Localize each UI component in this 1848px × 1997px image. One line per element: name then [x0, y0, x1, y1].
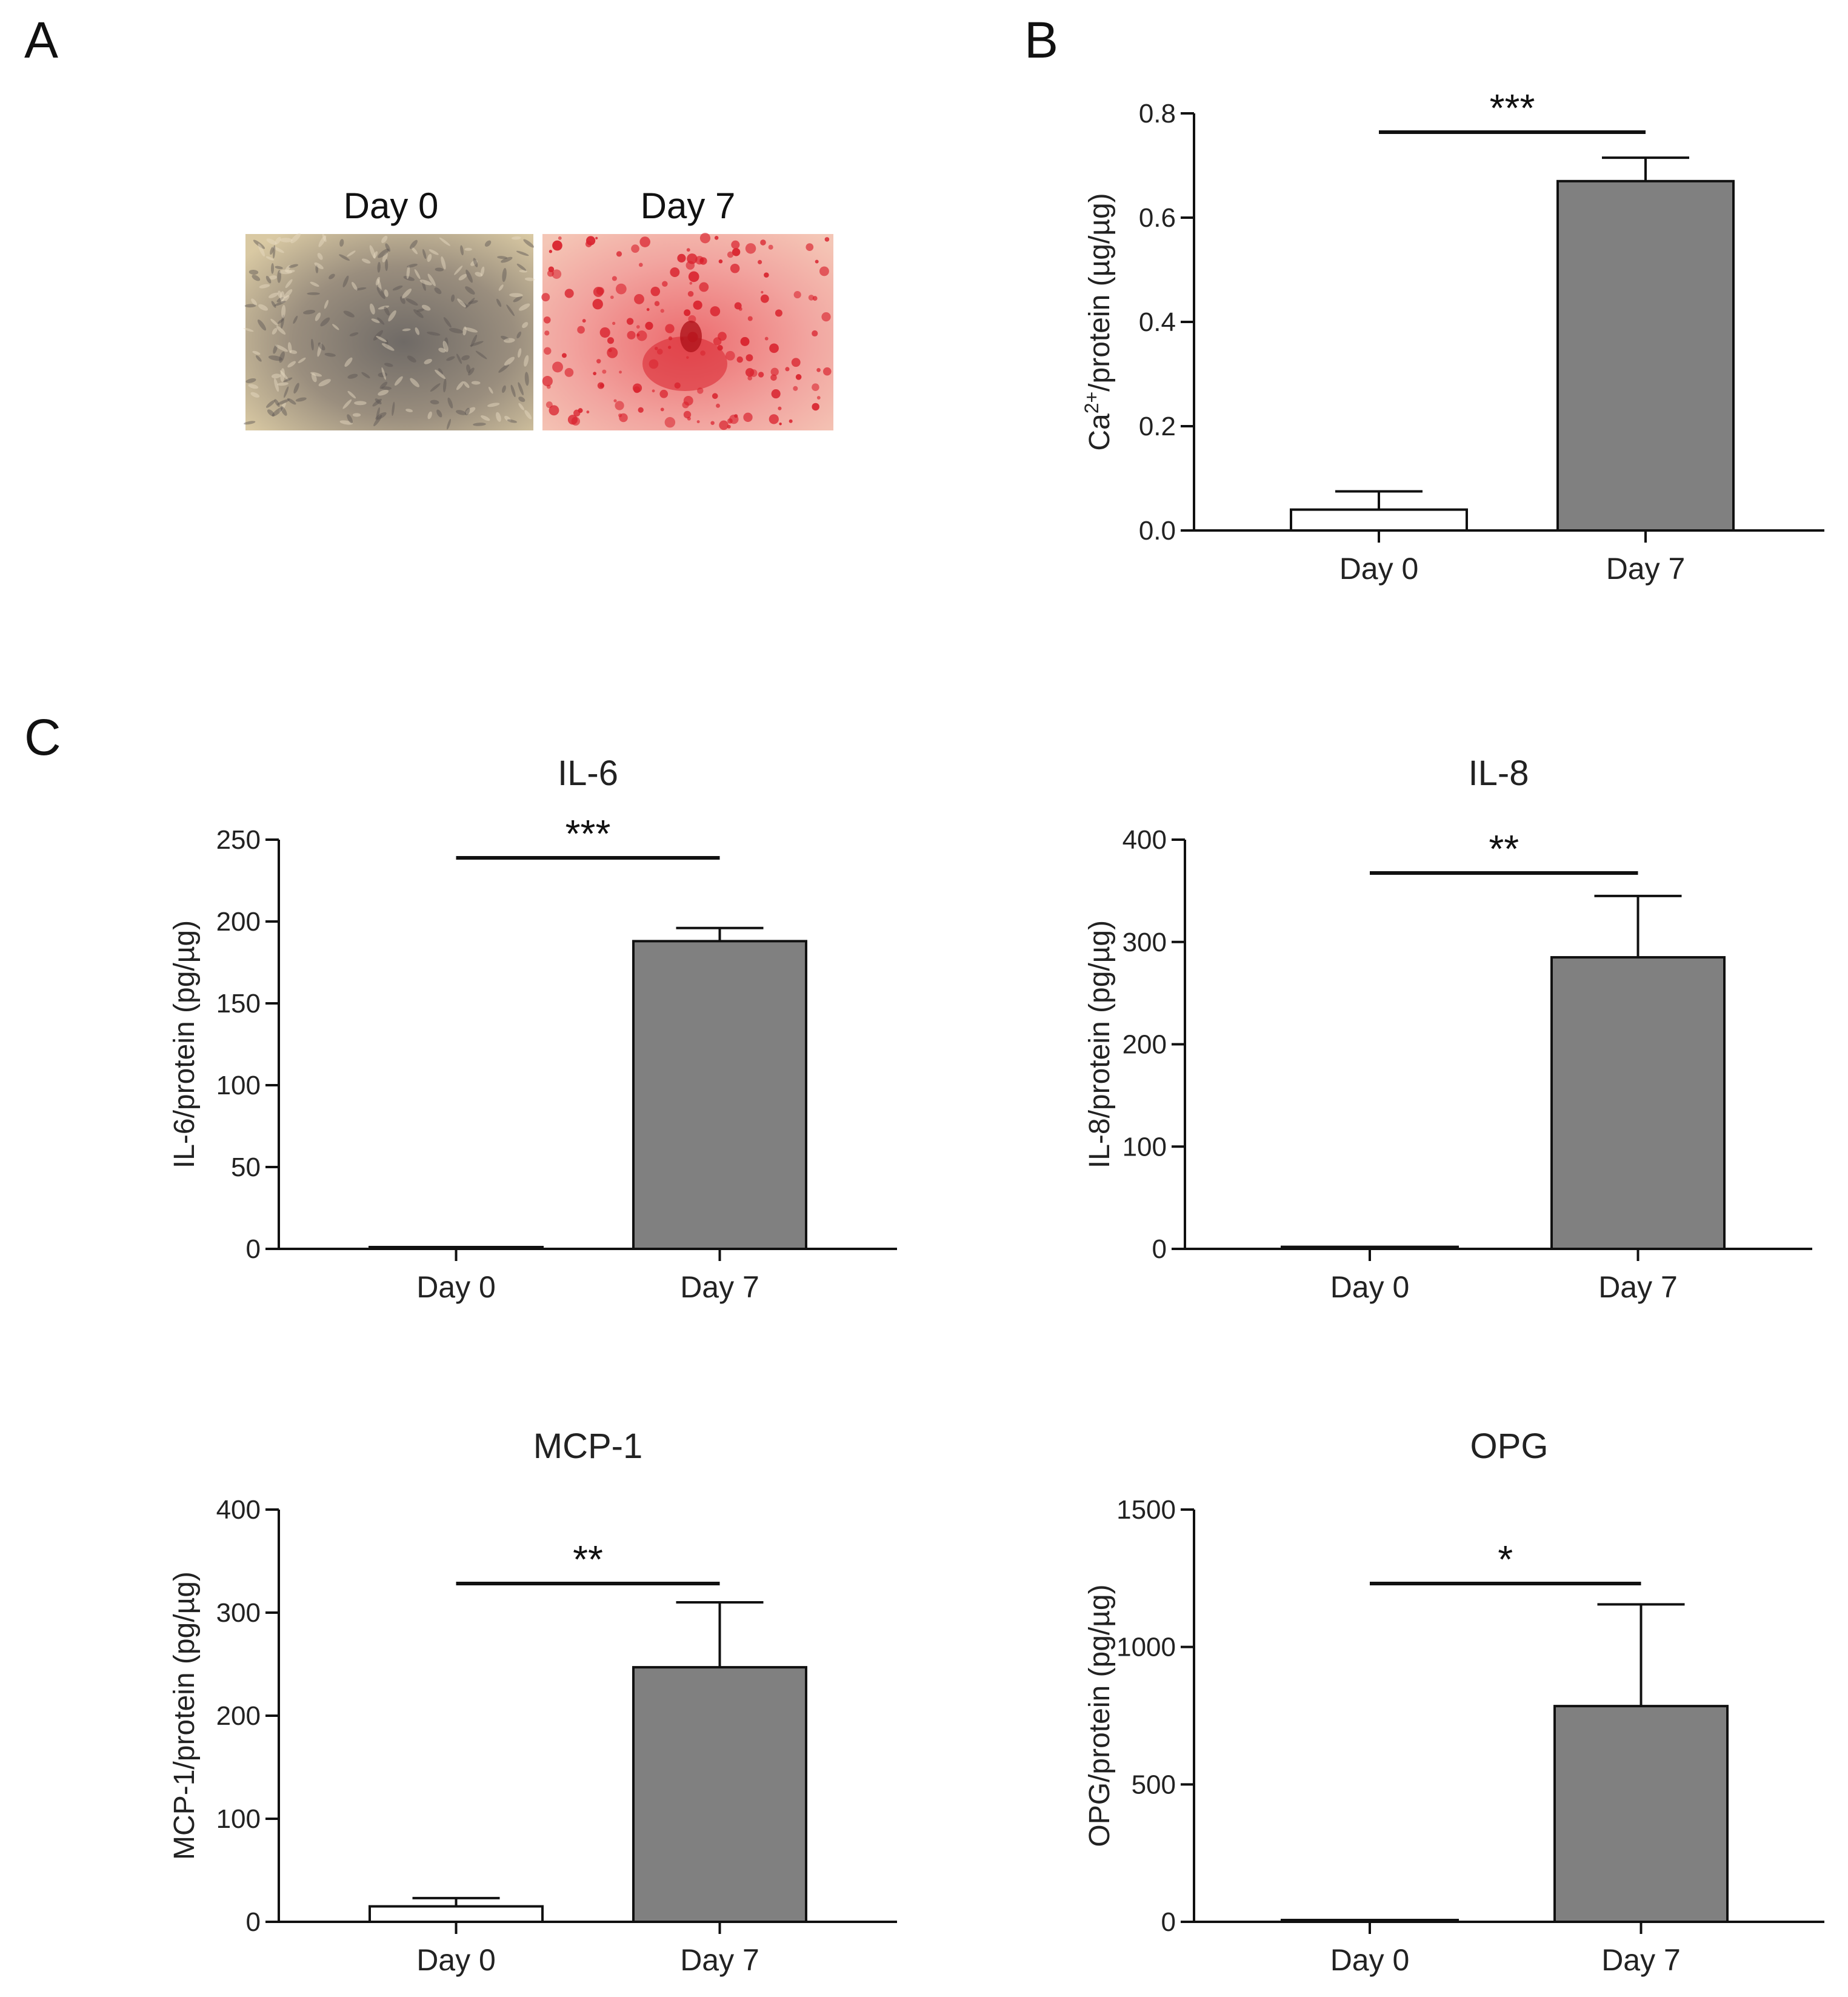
y-tick-label: 100	[216, 1071, 261, 1100]
chart-calcium: 0.0 0.2 0.4 0.6 0.8 Day 0 Day 7 *** Ca2+/protein…	[1081, 86, 1824, 586]
x-tick-label: Day 7	[680, 1943, 759, 1977]
bar-day7	[1556, 179, 1735, 532]
bar-day0	[369, 1246, 544, 1250]
image-label-day0: Day 0	[344, 186, 439, 226]
significance-label: ***	[565, 812, 611, 855]
y-axis-label: IL-8/protein (pg/µg)	[1084, 920, 1116, 1168]
bar-day7	[632, 940, 807, 1251]
y-tick-label: 0.0	[1139, 516, 1176, 546]
chart-il8: IL-8 0 100 200 300 400 Day 0 Day 7 ** IL-8/protei…	[1084, 754, 1812, 1304]
y-tick-label: 200	[216, 1701, 261, 1731]
y-tick-label: 250	[216, 825, 261, 855]
bar-day7	[632, 1666, 807, 1924]
y-tick-label: 1000	[1116, 1633, 1176, 1662]
chart-mcp1: MCP-1 0 100 200 300 400 Day 0 Day 7 ** MCP-1/prot…	[168, 1427, 897, 1977]
panel-a-letter: A	[24, 12, 58, 69]
y-tick-label: 0	[246, 1234, 261, 1264]
chart-title: IL-6	[558, 754, 618, 793]
y-tick-label: 50	[231, 1152, 261, 1182]
y-tick-label: 400	[1122, 825, 1167, 855]
x-tick-label: Day 0	[1339, 552, 1419, 586]
bar-day0	[369, 1905, 544, 1923]
panel-a: Day 0 Day 7	[243, 186, 833, 430]
micrograph-day0	[245, 234, 533, 430]
x-tick-label: Day 7	[1601, 1943, 1681, 1977]
x-tick-label: Day 0	[416, 1270, 496, 1304]
x-tick-label: Day 0	[416, 1943, 496, 1977]
y-tick-label: 0	[1161, 1907, 1176, 1937]
y-tick-label: 150	[216, 989, 261, 1019]
x-tick-label: Day 7	[1606, 552, 1686, 586]
y-tick-label: 0.4	[1139, 307, 1176, 337]
y-tick-label: 100	[216, 1804, 261, 1834]
y-axis-label: OPG/protein (pg/µg)	[1084, 1584, 1116, 1847]
chart-title: OPG	[1470, 1427, 1549, 1466]
bar-day0	[1290, 508, 1468, 532]
panel-b-letter: B	[1024, 12, 1058, 69]
significance-label: *	[1498, 1537, 1513, 1581]
y-axis-label: IL-6/protein (pg/µg)	[168, 920, 201, 1168]
panel-c-letter: C	[24, 709, 61, 766]
chart-title: MCP-1	[533, 1427, 642, 1466]
chart-il6: IL-6 0 50 100 150 200 250 Day 0 Day 7 *** IL-6/pro…	[168, 754, 897, 1304]
y-tick-label: 1500	[1116, 1495, 1176, 1525]
micrograph-day7-stain-spots	[541, 233, 832, 430]
bar-day0	[1281, 1919, 1459, 1923]
x-tick-label: Day 0	[1330, 1270, 1410, 1304]
y-tick-label: 0.8	[1139, 99, 1176, 129]
x-tick-label: Day 0	[1330, 1943, 1410, 1977]
y-tick-label: 200	[1122, 1030, 1167, 1060]
y-tick-label: 0.2	[1139, 412, 1176, 441]
y-tick-label: 300	[1122, 928, 1167, 957]
micrograph-day0-texture	[243, 233, 535, 430]
significance-label: **	[1489, 827, 1519, 871]
y-tick-label: 0	[246, 1907, 261, 1937]
bar-day0	[1281, 1245, 1459, 1250]
chart-title: IL-8	[1469, 754, 1529, 793]
bar-day7	[1550, 956, 1726, 1250]
y-tick-label: 0	[1152, 1234, 1167, 1264]
bar-day7	[1553, 1705, 1729, 1923]
x-tick-label: Day 7	[680, 1270, 759, 1304]
y-tick-label: 400	[216, 1495, 261, 1525]
y-axis-label: MCP-1/protein (pg/µg)	[168, 1571, 201, 1860]
y-tick-label: 0.6	[1139, 203, 1176, 233]
significance-label: **	[573, 1537, 603, 1581]
x-tick-label: Day 7	[1598, 1270, 1678, 1304]
y-tick-label: 500	[1132, 1770, 1176, 1799]
chart-opg: OPG 0 500 1000 1500 Day 0 Day 7 * OPG/protein (p…	[1084, 1427, 1824, 1977]
significance-label: ***	[1490, 86, 1535, 130]
y-tick-label: 100	[1122, 1132, 1167, 1162]
image-label-day7: Day 7	[641, 186, 736, 226]
y-tick-label: 200	[216, 907, 261, 937]
y-axis-label: Ca2+/protein (µg/µg)	[1081, 193, 1116, 450]
y-tick-label: 300	[216, 1598, 261, 1628]
